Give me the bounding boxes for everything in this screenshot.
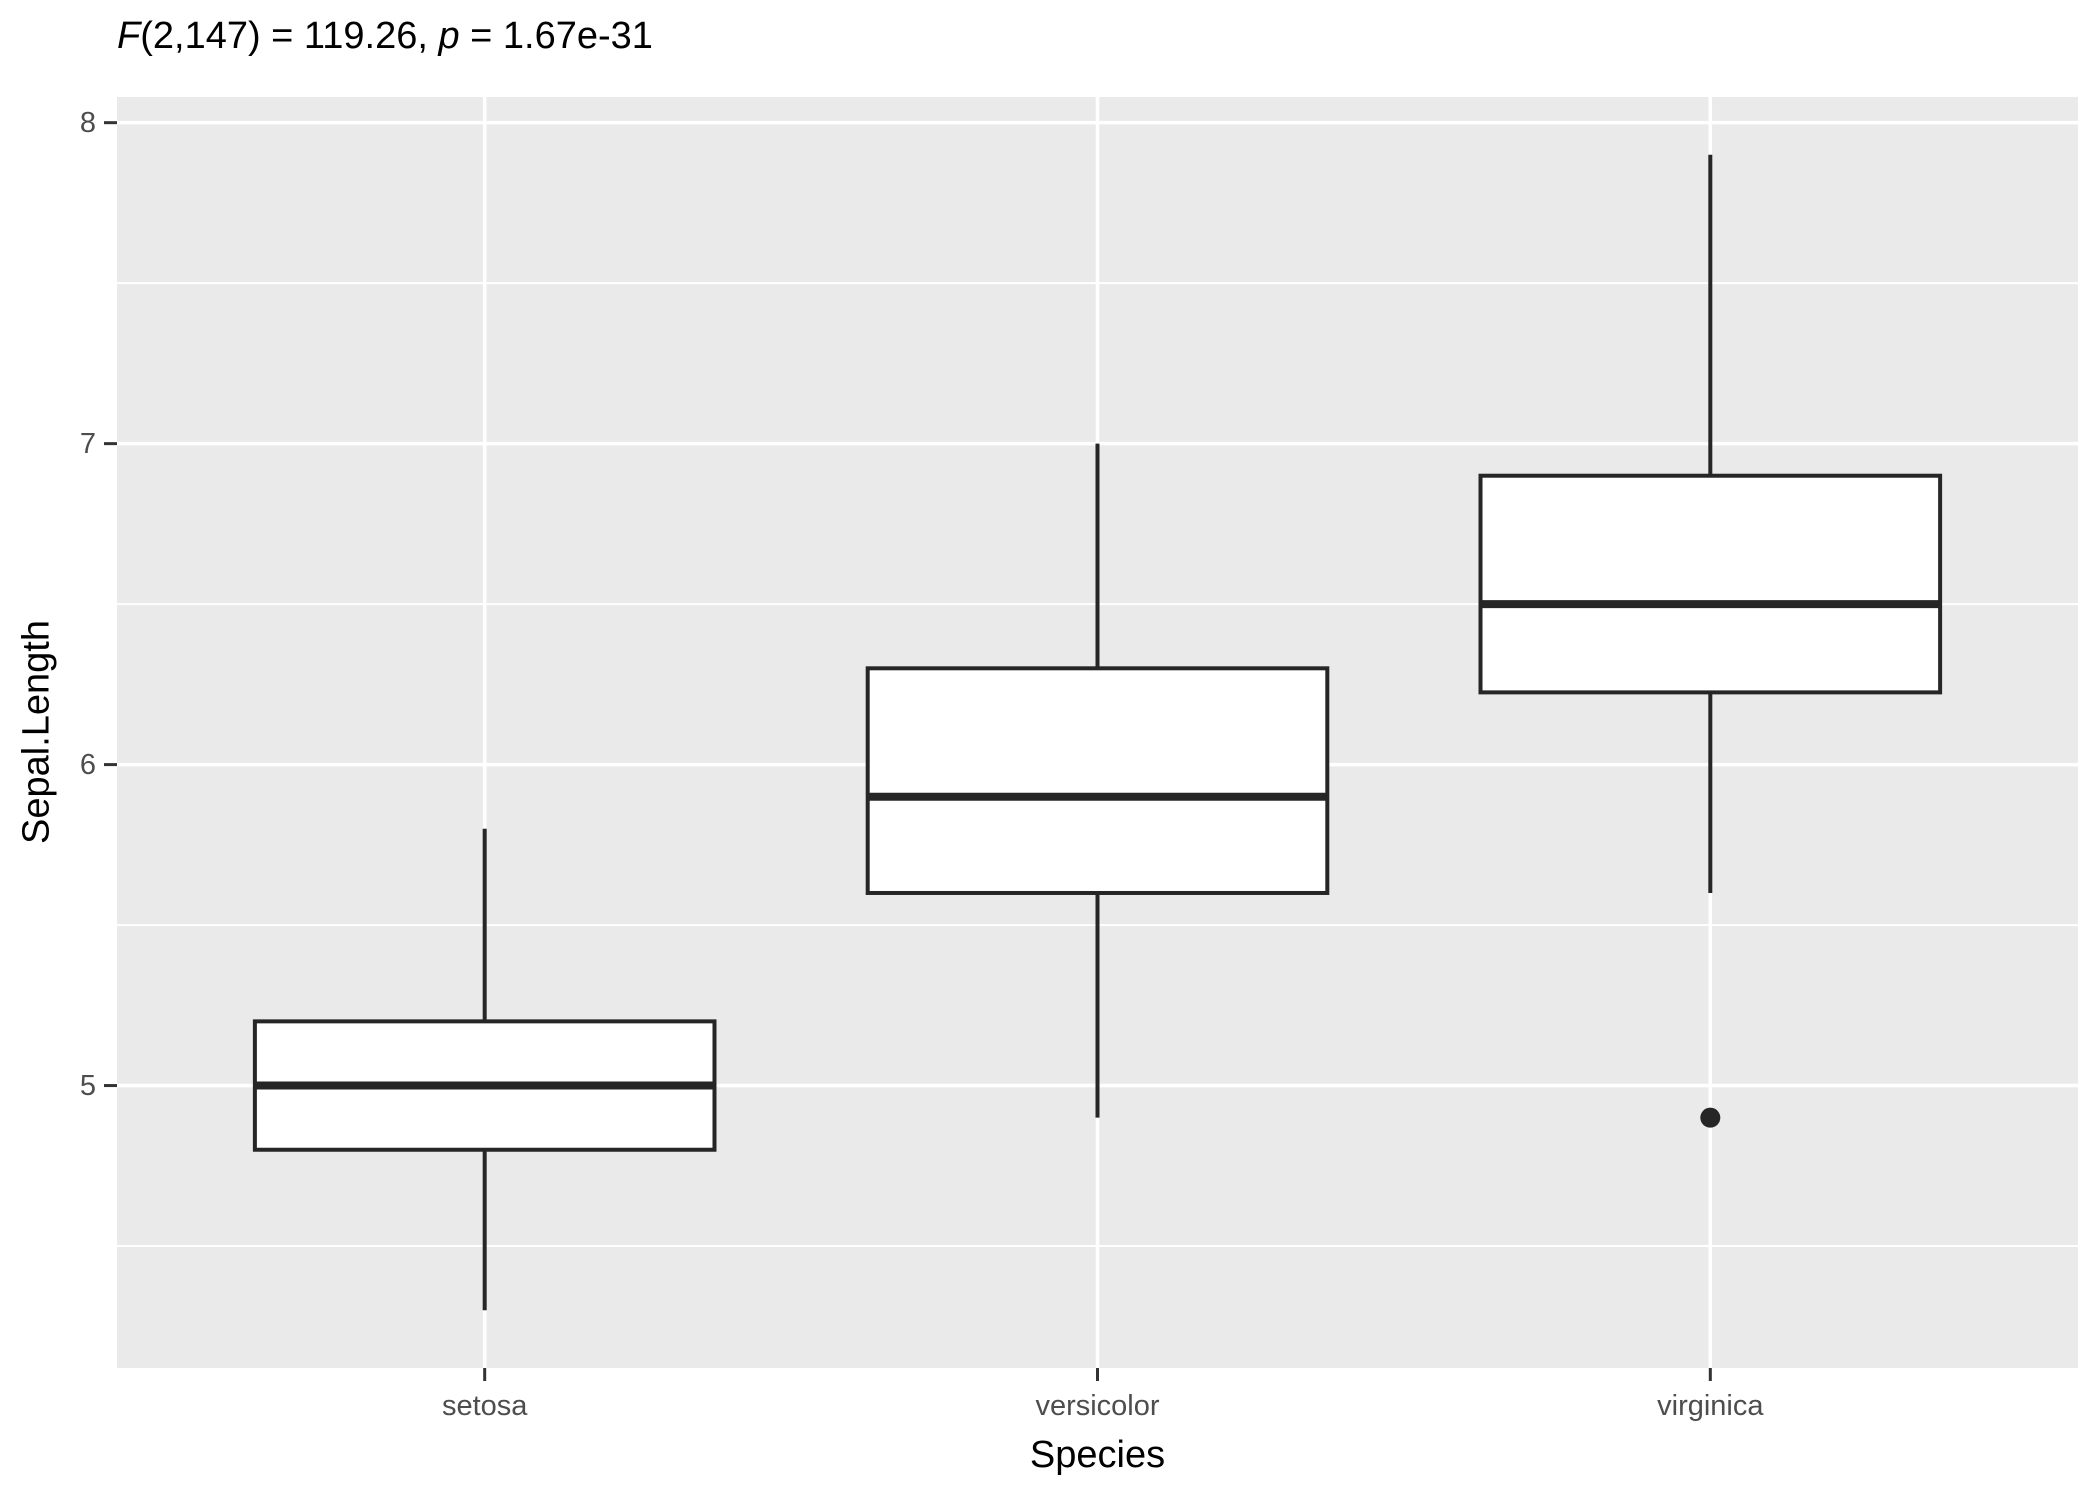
- y-tick-label-6: 6: [79, 748, 96, 781]
- p-value-text: = 1.67e-31: [459, 15, 653, 57]
- x-tick-label-versicolor: versicolor: [1035, 1390, 1160, 1422]
- y-tick-label-8: 8: [79, 106, 96, 139]
- p-value-symbol: p: [438, 15, 460, 57]
- f-statistic-value: (2,147) = 119.26,: [140, 15, 439, 57]
- outlier-point-virginica: [1700, 1107, 1721, 1128]
- box-versicolor: [865, 666, 1330, 895]
- box-virginica: [1478, 473, 1943, 695]
- y-tick-label-7: 7: [79, 427, 96, 460]
- x-tick-label-virginica: virginica: [1657, 1390, 1764, 1422]
- y-tick-label-5: 5: [79, 1069, 96, 1102]
- f-statistic-symbol: F: [117, 15, 141, 57]
- x-axis-title: Species: [1029, 1434, 1166, 1476]
- y-axis-title: Sepal.Length: [15, 620, 58, 844]
- x-tick-label-setosa: setosa: [441, 1390, 528, 1422]
- stats-annotation: F(2,147) = 119.26, p = 1.67e-31: [117, 13, 653, 59]
